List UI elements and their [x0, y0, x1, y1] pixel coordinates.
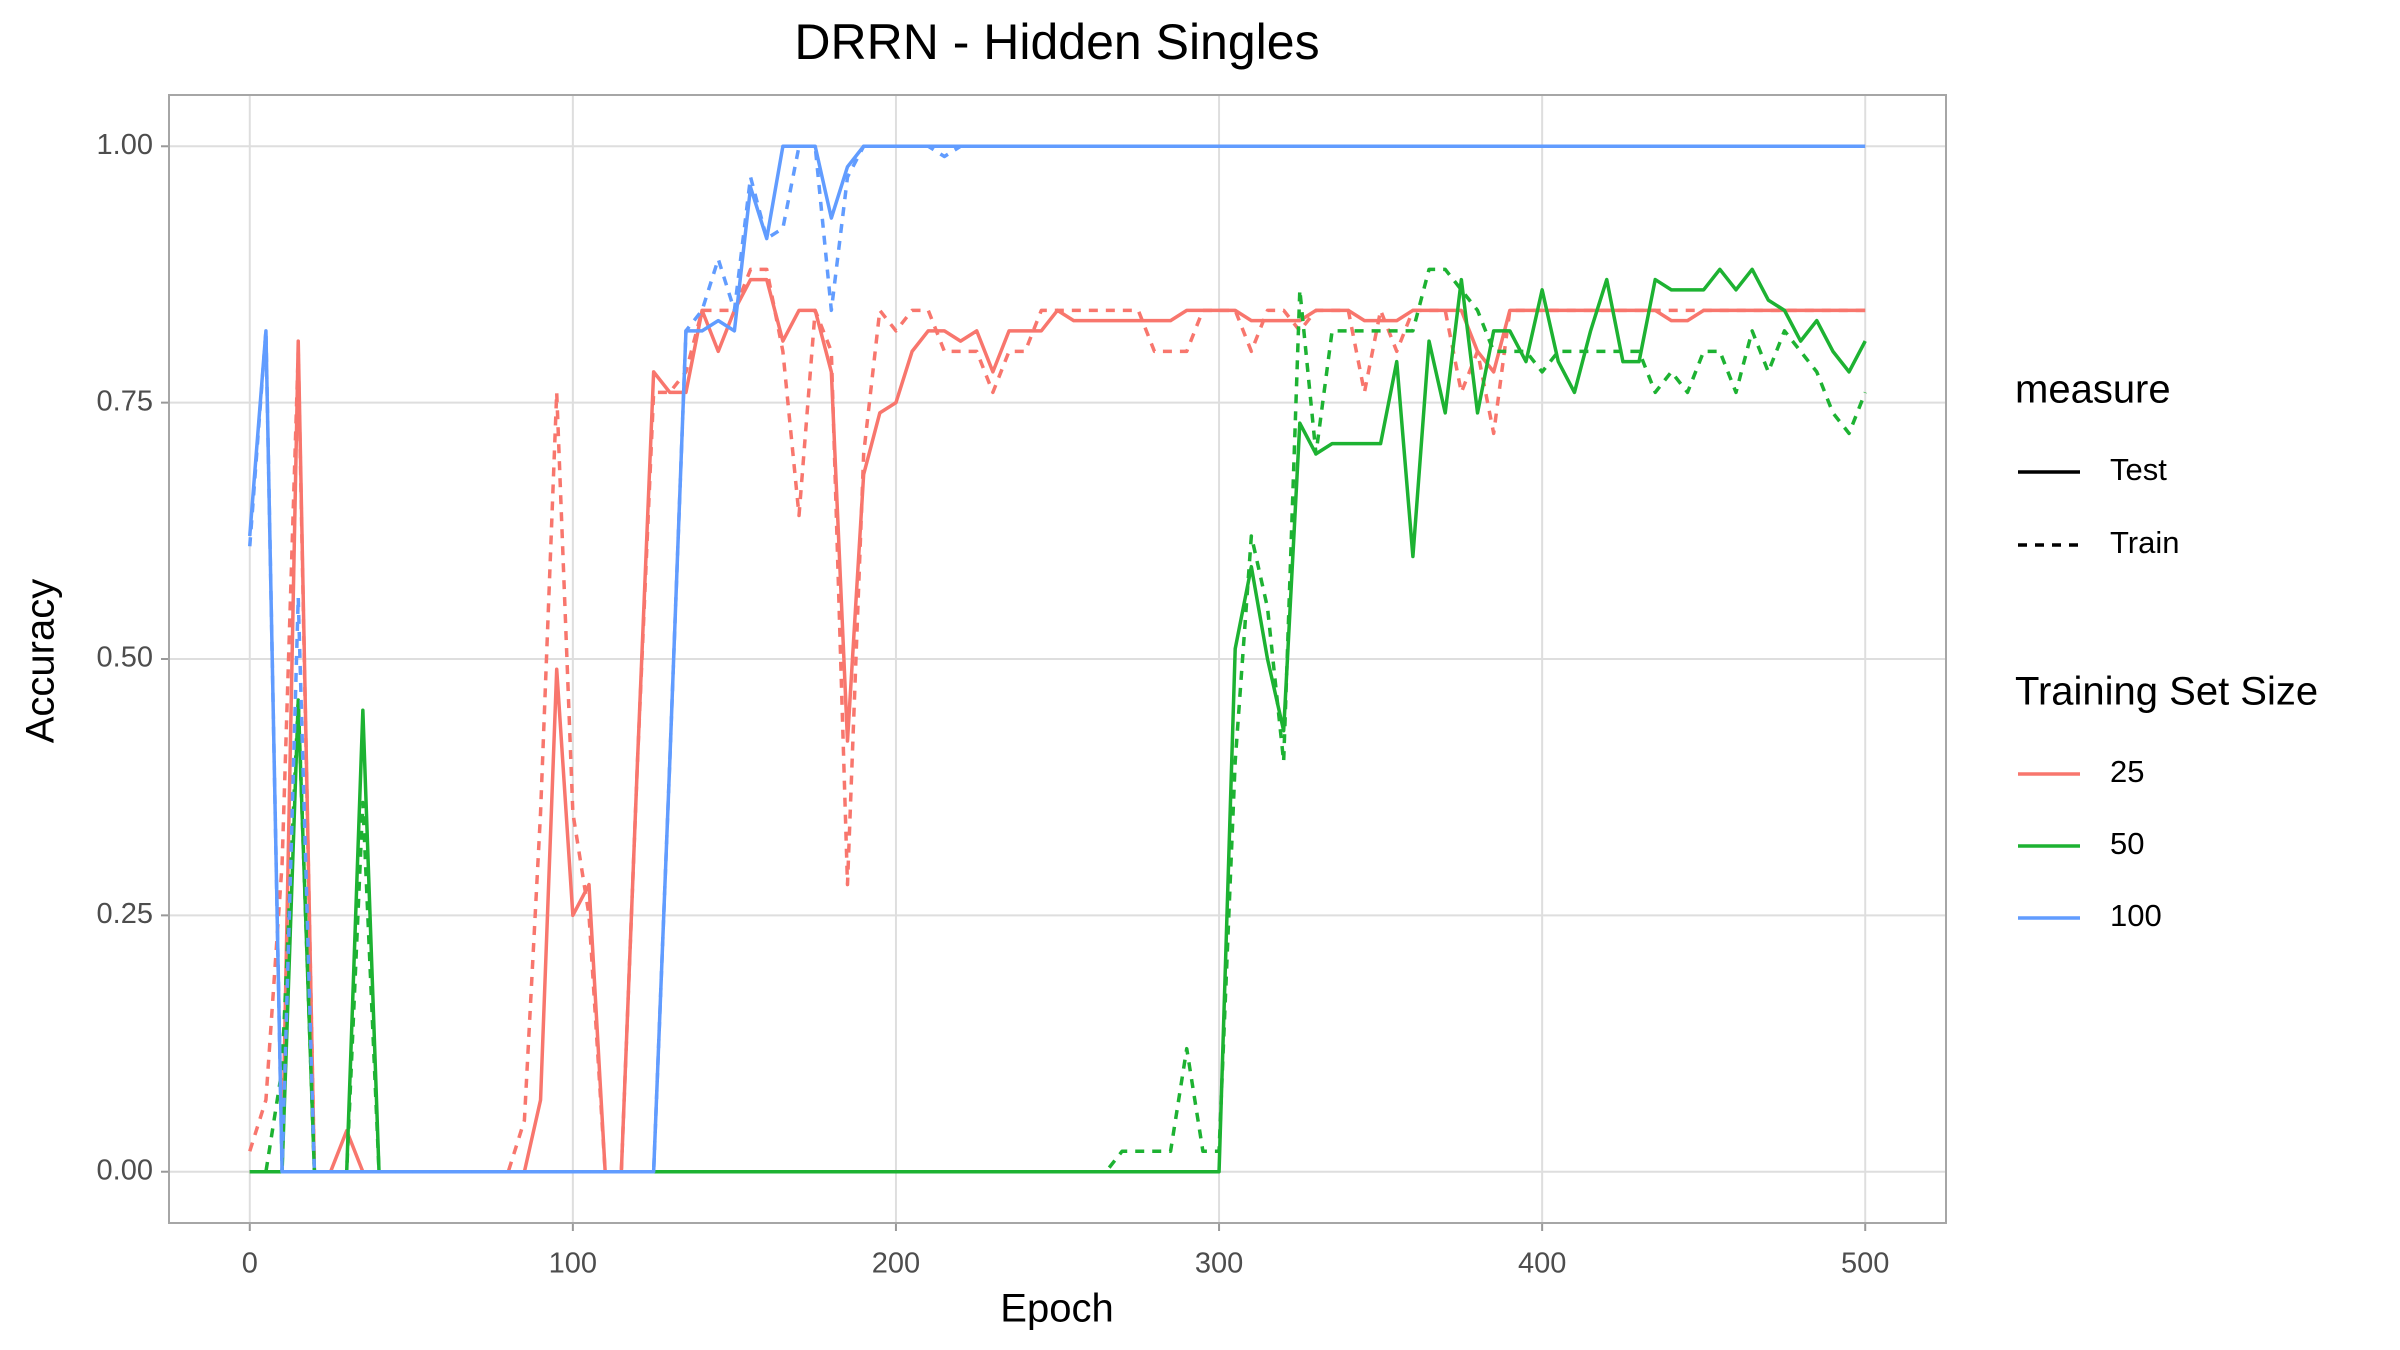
- y-tick-label: 0.00: [97, 1154, 153, 1186]
- legend-label: 50: [2110, 826, 2144, 861]
- legend-label: 100: [2110, 898, 2162, 933]
- x-tick-label: 0: [242, 1248, 258, 1280]
- y-tick-label: 0.25: [97, 898, 153, 930]
- plot-border: [168, 94, 1947, 1224]
- legend-label: Test: [2110, 452, 2167, 487]
- legend-title: measure: [2015, 368, 2171, 412]
- y-tick-label: 0.75: [97, 385, 153, 417]
- data-line: [248, 144, 1866, 1174]
- y-tick-label: 0.50: [97, 642, 153, 674]
- y-tick-label: 1.00: [97, 129, 153, 161]
- x-axis-title: Epoch: [1000, 1287, 1113, 1331]
- x-tick-label: 500: [1841, 1248, 1889, 1280]
- x-tick-label: 300: [1195, 1248, 1243, 1280]
- legend-label: 25: [2110, 754, 2144, 789]
- x-tick-label: 100: [549, 1248, 597, 1280]
- data-line: [248, 267, 1866, 1174]
- legend-label: Train: [2110, 525, 2179, 560]
- x-tick-label: 200: [872, 1248, 920, 1280]
- y-axis-title: Accuracy: [19, 579, 63, 744]
- x-tick-label: 400: [1518, 1248, 1566, 1280]
- legend-title: Training Set Size: [2015, 670, 2318, 714]
- chart-title: DRRN - Hidden Singles: [794, 14, 1319, 70]
